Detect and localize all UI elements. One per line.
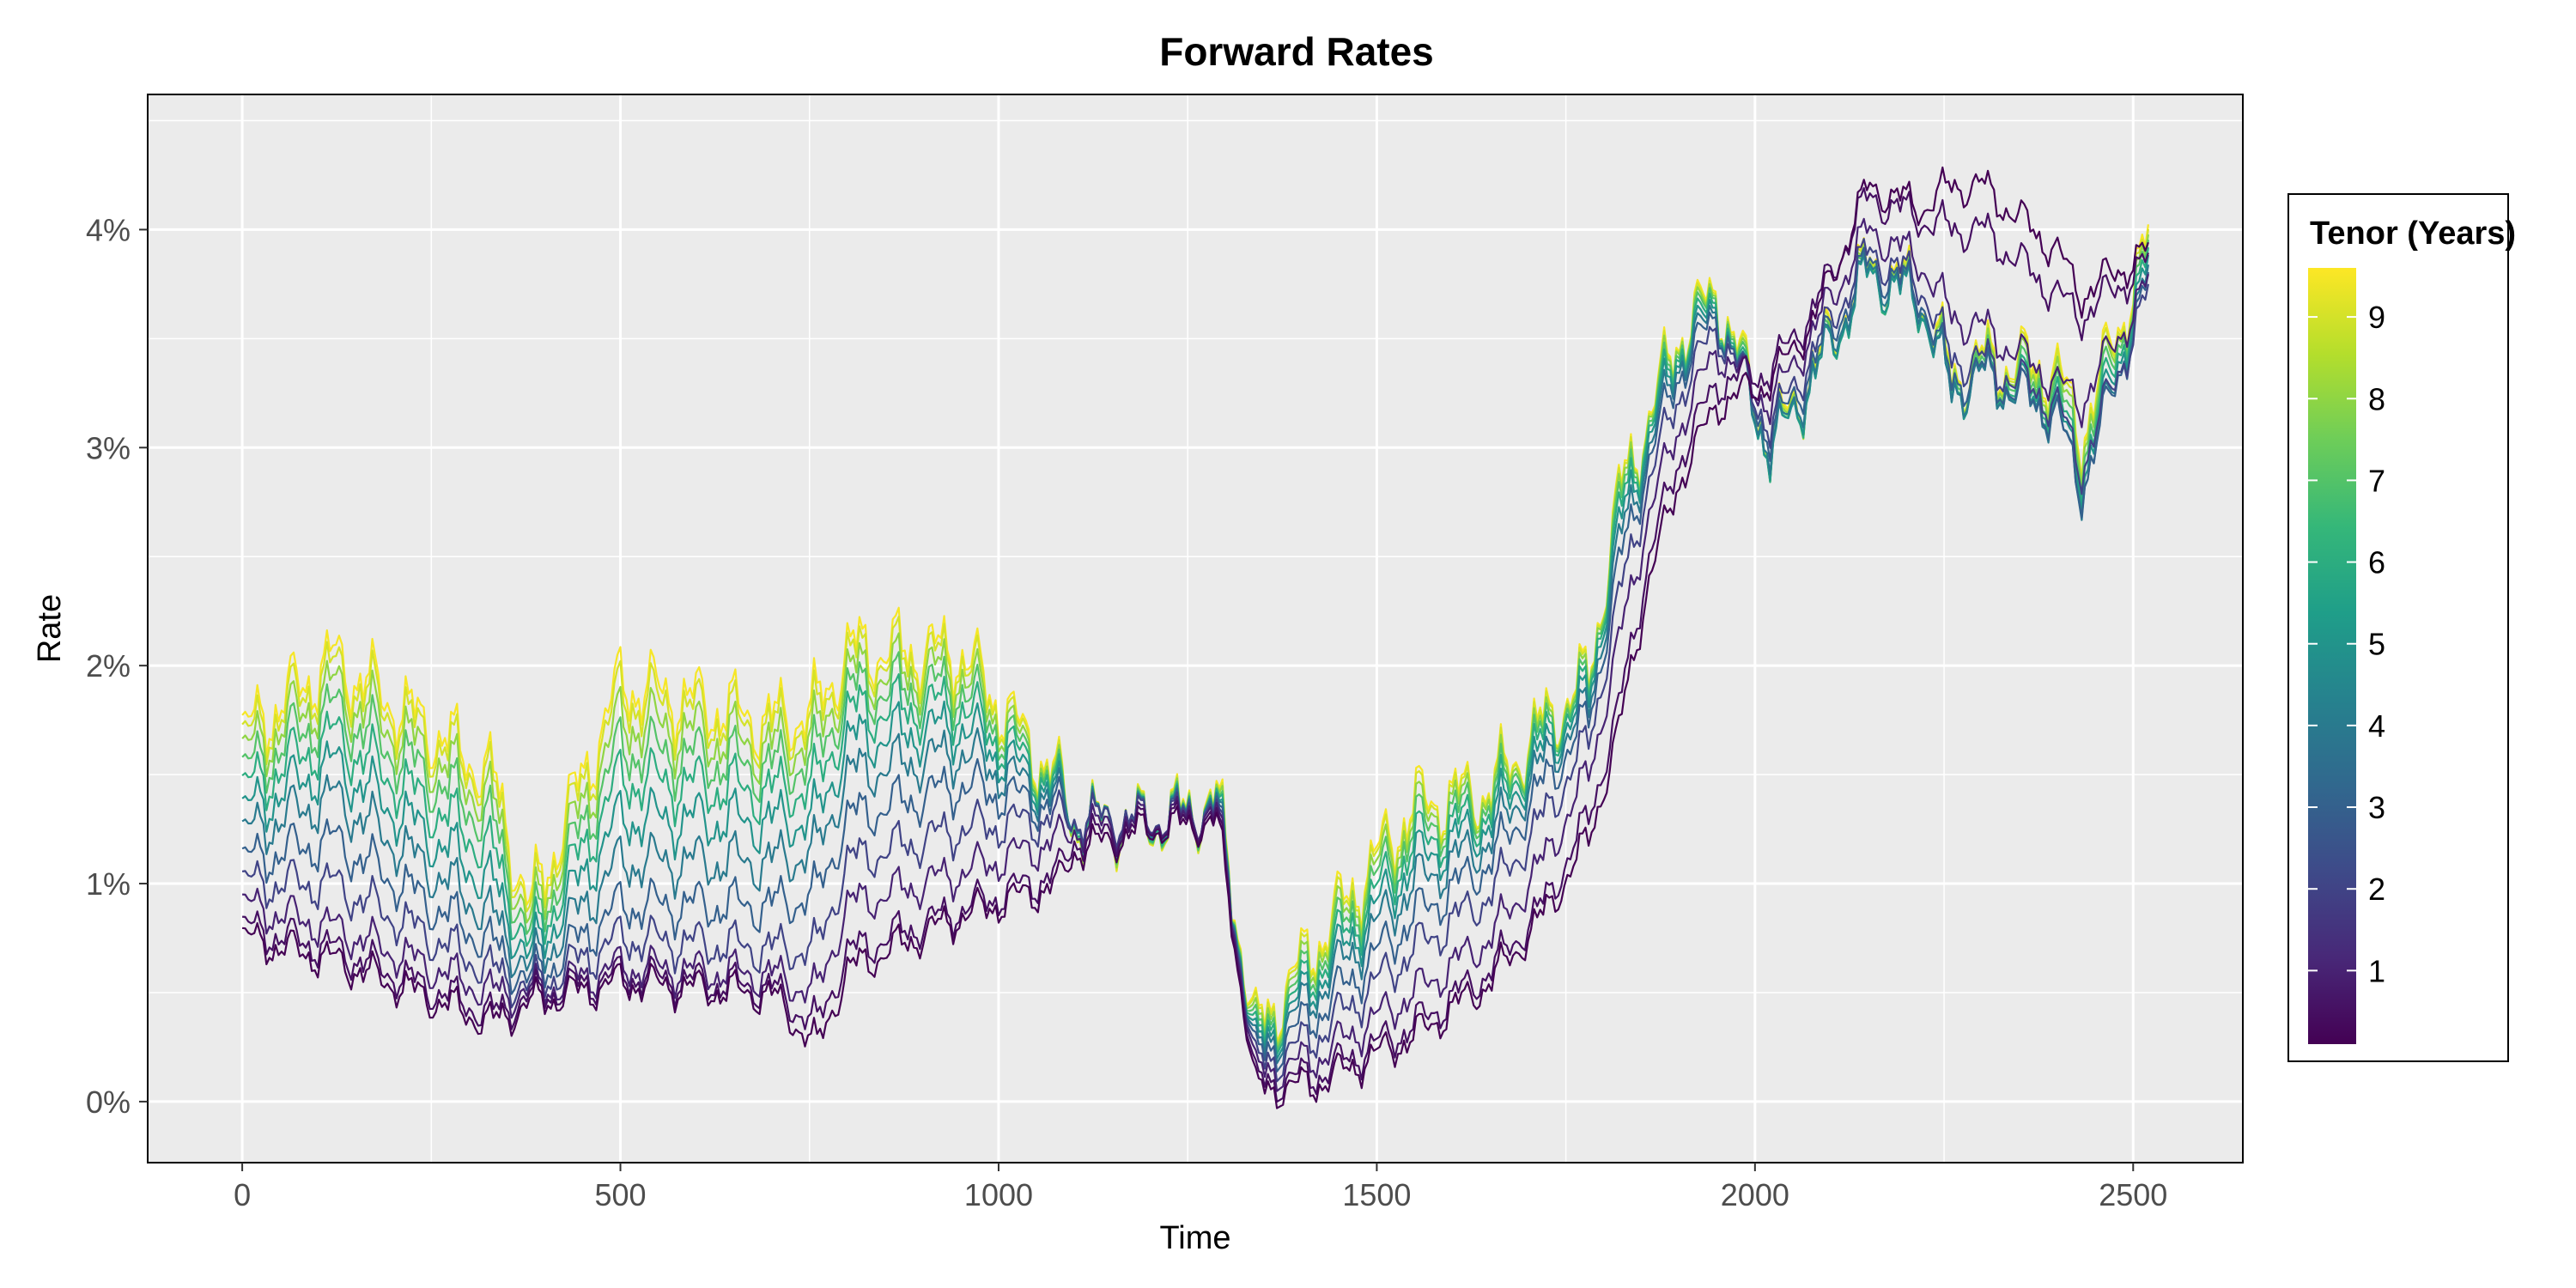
gridlines bbox=[148, 94, 2243, 1163]
series-lines bbox=[241, 166, 2149, 1109]
x-tick-label: 500 bbox=[595, 1177, 647, 1212]
colorbar-legend: Tenor (Years) 1 2 3 4 5 6 7 8 9 bbox=[2287, 193, 2516, 1062]
y-tick-label: 3% bbox=[86, 430, 131, 465]
x-tick-label: 2500 bbox=[2099, 1177, 2167, 1212]
x-tick-label: 1500 bbox=[1342, 1177, 1411, 1212]
chart-title: Forward Rates bbox=[1159, 29, 1434, 74]
colorbar-tick-label: 1 bbox=[2368, 953, 2385, 988]
y-tick-label: 4% bbox=[86, 212, 131, 247]
colorbar-tick-label: 9 bbox=[2368, 300, 2385, 335]
x-tick-label: 1000 bbox=[964, 1177, 1033, 1212]
legend-title: Tenor (Years) bbox=[2310, 216, 2516, 252]
series-line-tenor-0.5 bbox=[242, 186, 2149, 1103]
colorbar-tick-label: 5 bbox=[2368, 627, 2385, 662]
y-axis: 0% 1% 2% 3% 4% bbox=[86, 212, 148, 1120]
colorbar-ticks: 1 2 3 4 5 6 7 8 9 bbox=[2308, 300, 2385, 988]
colorbar-tick-label: 7 bbox=[2368, 463, 2385, 498]
y-tick-label: 2% bbox=[86, 648, 131, 683]
colorbar bbox=[2308, 268, 2356, 1044]
colorbar-tick-label: 6 bbox=[2368, 545, 2385, 580]
x-axis: 0 500 1000 1500 2000 2500 bbox=[234, 1163, 2167, 1212]
y-tick-label: 1% bbox=[86, 866, 131, 902]
colorbar-tick-label: 2 bbox=[2368, 872, 2385, 907]
x-tick-label: 2000 bbox=[1721, 1177, 1789, 1212]
plot-panel-border bbox=[147, 94, 2244, 1163]
x-tick-label: 0 bbox=[234, 1177, 251, 1212]
x-axis-title: Time bbox=[1159, 1220, 1230, 1256]
series-line-tenor-0.1 bbox=[241, 166, 2149, 1109]
y-axis-title: Rate bbox=[32, 594, 68, 663]
colorbar-tick-label: 4 bbox=[2368, 708, 2385, 744]
colorbar-tick-label: 8 bbox=[2368, 381, 2385, 416]
y-tick-label: 0% bbox=[86, 1084, 131, 1120]
colorbar-tick-label: 3 bbox=[2368, 790, 2385, 825]
